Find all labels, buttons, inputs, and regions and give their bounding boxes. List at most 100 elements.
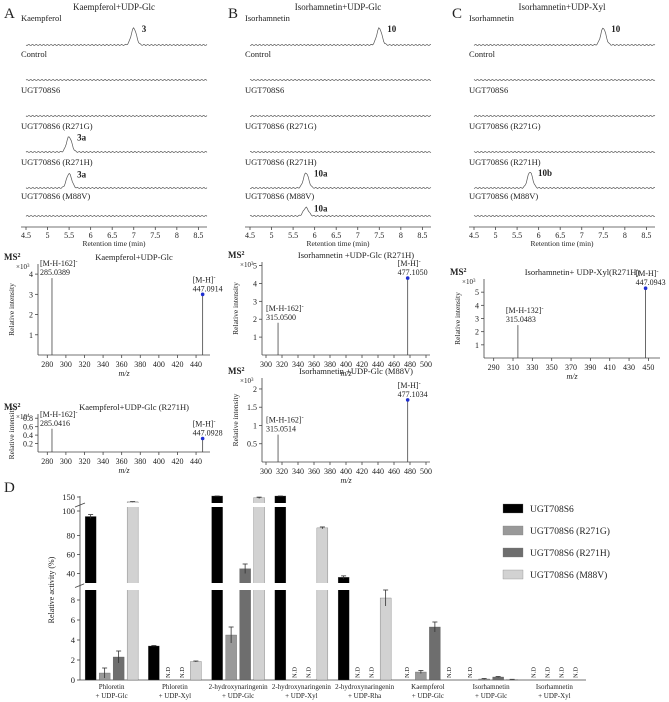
chromatogram-panels: Kaempferol+UDP-Glc Kaempferol 3 Control UGT7… (21, 2, 656, 248)
peak-label: 10 (611, 24, 621, 34)
bar (126, 501, 139, 681)
y-tick-label: 40 (67, 569, 76, 579)
bar-break-gap (126, 583, 140, 590)
peak-label: 3a (77, 170, 87, 180)
y-tick-label: 0.6 (23, 423, 33, 432)
y-tick-label: 4 (29, 270, 33, 279)
legend-swatch (502, 547, 524, 558)
x-tick-label: 7 (356, 231, 360, 240)
y-axis-label: Relative intensity (7, 283, 16, 336)
x-tick-label: 7 (580, 231, 584, 240)
x-axis-label: m/z (340, 369, 352, 378)
x-tick-label: 5 (494, 231, 498, 240)
y-tick-label: 5 (475, 288, 479, 297)
y-tick-label: 2 (253, 315, 257, 324)
bar (429, 626, 441, 681)
x-tick-label: 8 (175, 231, 179, 240)
trace-label: UGT708S6 (M88V) (469, 191, 538, 201)
x-tick-label: 7.5 (598, 231, 608, 240)
x-tick-label: 340 (97, 457, 109, 466)
x-tick-label: 400 (340, 467, 352, 476)
mass-spectrum-ms-b2: MS2×103 Isorhamnetin +UDP-Glc (M88V) Relat… (228, 366, 432, 485)
panel-letter-a: A (4, 6, 15, 22)
ion-label: [M-H]- (398, 381, 421, 390)
trace-label: Isorhamnetin (469, 13, 515, 23)
x-axis-label: m/z (340, 476, 352, 485)
peak-label: 3a (77, 133, 87, 143)
y-tick-label: 3 (29, 290, 33, 299)
bar (316, 527, 329, 681)
x-tick-label: 7 (132, 231, 136, 240)
x-tick-label: 320 (78, 360, 90, 369)
y-axis-label: Relative intensity (7, 406, 16, 459)
spectrum-title: Kaempferol+UDP-Glc (95, 252, 173, 262)
bar-break-gap (126, 503, 140, 507)
x-tick-label: 360 (116, 360, 128, 369)
x-tick-label: 330 (526, 363, 538, 372)
y-axis-label: Relative intensity (453, 292, 462, 345)
y-tick-label: 4 (253, 279, 257, 288)
y-tick-label: 1 (29, 331, 33, 340)
chromatogram-trace (25, 136, 208, 154)
chromatogram-trace (25, 114, 208, 118)
trace-label: UGT708S6 (R271H) (21, 157, 93, 167)
x-tick-label: 8 (399, 231, 403, 240)
ion-label: [M-H-162]- (40, 410, 78, 419)
category-label: Phloretin (162, 683, 188, 691)
not-detected-label: N.D (305, 667, 312, 678)
x-tick-label: 380 (324, 467, 336, 476)
x-tick-label: 440 (372, 467, 384, 476)
not-detected-label: N.D (179, 667, 186, 678)
x-tick-label: 8 (623, 231, 627, 240)
x-tick-label: 360 (308, 467, 320, 476)
ion-label: [M-H-162]- (40, 259, 78, 268)
x-tick-label: 360 (116, 457, 128, 466)
axis-break-mark (74, 502, 86, 508)
x-tick-label: 6 (537, 231, 541, 240)
x-axis-label: Retention time (min) (307, 239, 370, 248)
x-tick-label: 350 (546, 363, 558, 372)
y-tick-label: 1 (475, 341, 479, 350)
legend-swatch (502, 525, 524, 536)
ms-level-label: MS2 (228, 250, 245, 260)
peak-label: 10a (314, 204, 328, 214)
chromatogram-a: Kaempferol+UDP-Glc Kaempferol 3 Control UGT7… (21, 2, 208, 248)
y-tick-label: 60 (67, 550, 76, 560)
y-axis-label: Relative intensity (231, 393, 240, 446)
chromatogram-trace (473, 27, 656, 47)
precursor-marker (643, 286, 648, 291)
x-tick-label: 320 (276, 360, 288, 369)
ion-label: [M-H-132]- (506, 306, 544, 315)
mz-value-label: 285.0389 (40, 268, 70, 277)
bar-break-gap (273, 583, 287, 590)
chromatogram-trace (250, 114, 432, 118)
legend-swatch (502, 503, 524, 514)
category-label-reagent: + UDP-Xyl (159, 692, 192, 700)
mz-value-label: 477.1050 (398, 268, 428, 277)
not-detected-label: N.D (558, 667, 565, 678)
x-tick-label: 6.5 (555, 231, 565, 240)
peak-label: 10b (538, 168, 552, 178)
chromatogram-trace (249, 206, 432, 218)
y-tick-label: 0 (71, 675, 75, 685)
x-tick-label: 500 (420, 360, 432, 369)
not-detected-label: N.D (572, 667, 579, 678)
ion-label: [M-H]- (636, 269, 659, 278)
x-tick-label: 400 (153, 457, 165, 466)
y-tick-label: 0.8 (23, 414, 33, 423)
x-axis-label: Retention time (min) (531, 239, 594, 248)
x-tick-label: 420 (171, 360, 183, 369)
ion-label: [M-H]- (193, 275, 216, 284)
category-label: 2-hydroxynaringenin (209, 683, 269, 691)
x-tick-label: 400 (153, 360, 165, 369)
y-tick-label: 2 (71, 655, 75, 665)
chromatogram-trace (473, 150, 656, 154)
chromatogram-title: Isorhamnetin+UDP-Xyl (518, 2, 606, 12)
not-detected-label: N.D (467, 667, 474, 678)
x-tick-label: 5 (46, 231, 50, 240)
mz-value-label: 285.0416 (40, 419, 70, 428)
x-tick-label: 340 (292, 360, 304, 369)
precursor-marker (200, 436, 205, 441)
mz-value-label: 315.0483 (506, 315, 536, 324)
trace-label: UGT708S6 (21, 85, 60, 95)
